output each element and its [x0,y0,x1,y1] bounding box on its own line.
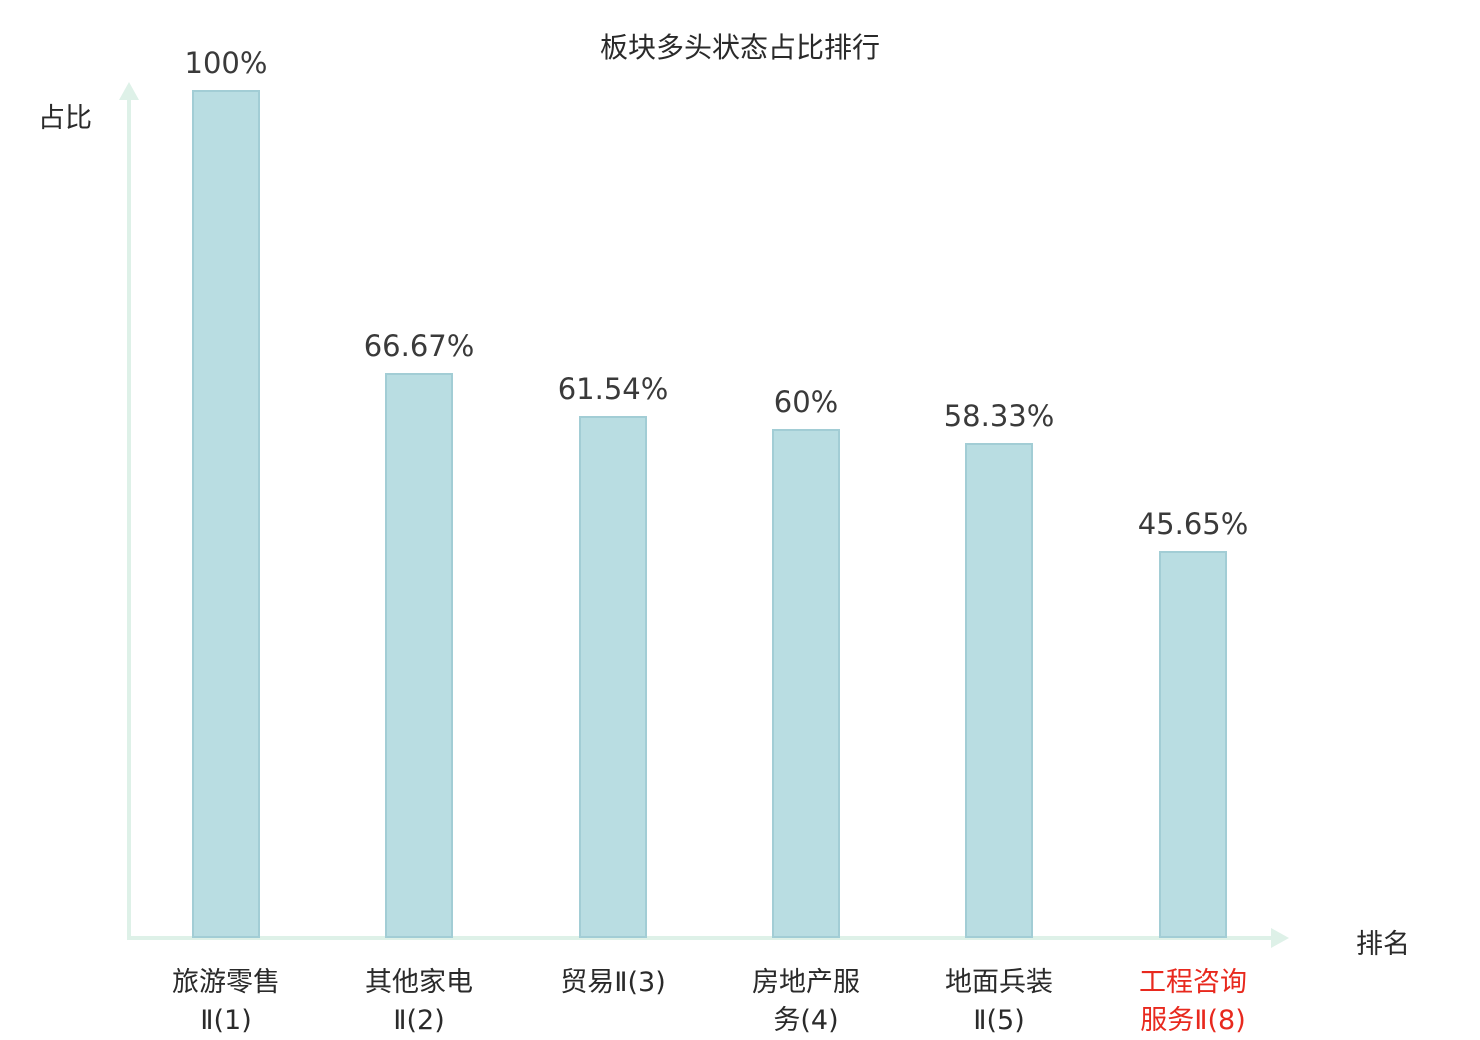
bar-category-label: 地面兵装 Ⅱ(5) [945,967,1053,1036]
bar-value-label: 45.65% [1137,507,1249,541]
chart-title: 板块多头状态占比排行 [599,31,880,64]
y-axis-arrow-icon [119,82,139,100]
bar-category-label: 旅游零售 Ⅱ(1) [172,967,280,1036]
bar [385,373,453,938]
bar [1159,551,1227,938]
x-axis-arrow-icon [1271,928,1289,948]
bar-category-label: 房地产服 务(4) [752,967,860,1036]
bar-value-label: 60% [773,385,839,419]
bar-value-label: 58.33% [943,399,1055,433]
bar-value-label: 66.67% [363,329,475,363]
bar-value-label: 100% [184,46,268,80]
bar-category-label: 贸易Ⅱ(3) [560,967,666,998]
y-axis-line [127,98,131,938]
bar-value-label: 61.54% [557,372,669,406]
bar [192,90,260,938]
bar [772,429,840,938]
x-axis-line [127,936,1273,940]
y-axis-label: 占比 [38,103,92,134]
bar-category-label: 其他家电 Ⅱ(2) [365,967,473,1036]
bar-category-label: 工程咨询 服务Ⅱ(8) [1139,967,1247,1036]
bar [965,443,1033,938]
bar [579,416,647,938]
x-axis-label: 排名 [1356,929,1410,960]
